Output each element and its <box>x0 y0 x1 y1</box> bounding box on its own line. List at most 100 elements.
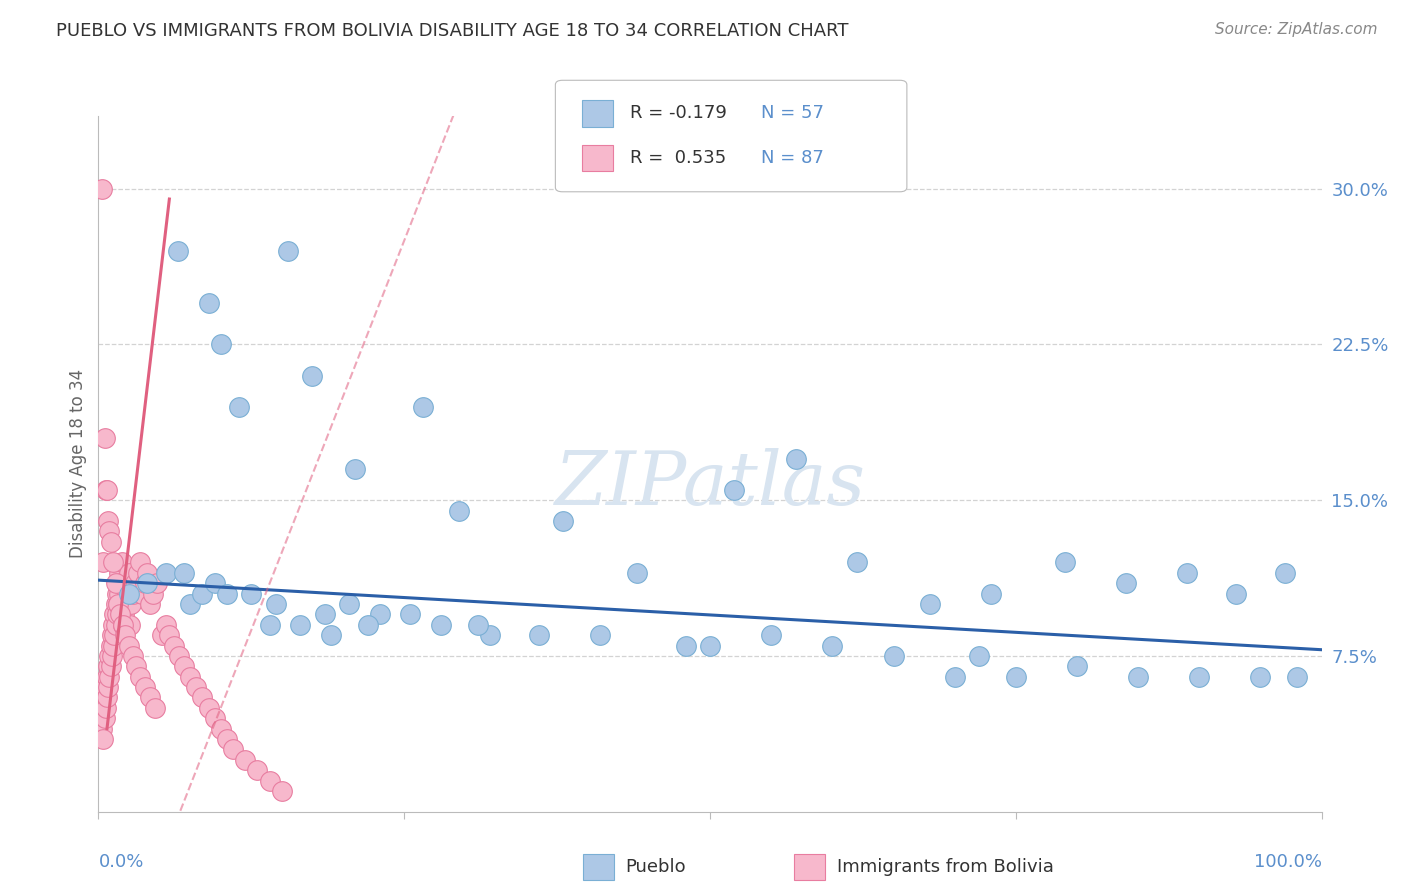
Text: 0.0%: 0.0% <box>98 854 143 871</box>
Point <box>97 514 120 528</box>
Point <box>121 587 143 601</box>
Point <box>98 648 121 663</box>
Point <box>108 587 131 601</box>
Point <box>157 628 180 642</box>
Point <box>127 566 149 580</box>
Point <box>197 701 219 715</box>
Point <box>111 556 134 570</box>
Point <box>101 648 124 663</box>
Point <box>167 244 190 258</box>
Point <box>101 628 124 642</box>
Point <box>97 680 120 694</box>
Point <box>98 670 121 684</box>
Point <box>139 690 162 705</box>
Point <box>215 732 238 747</box>
Point <box>270 784 294 798</box>
Point <box>1053 556 1076 570</box>
Point <box>120 597 142 611</box>
Point <box>103 607 125 622</box>
Point <box>785 451 807 466</box>
Point <box>980 587 1002 601</box>
Point <box>204 576 226 591</box>
Point <box>150 628 173 642</box>
Text: Immigrants from Bolivia: Immigrants from Bolivia <box>837 858 1053 876</box>
Point <box>124 576 146 591</box>
Point <box>155 566 177 580</box>
Point <box>100 534 122 549</box>
Point <box>264 597 287 611</box>
Point <box>319 628 342 642</box>
Point <box>142 587 165 601</box>
Text: PUEBLO VS IMMIGRANTS FROM BOLIVIA DISABILITY AGE 18 TO 34 CORRELATION CHART: PUEBLO VS IMMIGRANTS FROM BOLIVIA DISABI… <box>56 22 849 40</box>
Point <box>110 576 132 591</box>
Y-axis label: Disability Age 18 to 34: Disability Age 18 to 34 <box>69 369 87 558</box>
Point <box>134 576 156 591</box>
Point <box>110 607 132 622</box>
Point <box>103 628 125 642</box>
Point <box>215 587 238 601</box>
Point <box>146 576 169 591</box>
Point <box>1188 670 1211 684</box>
Point <box>101 617 124 632</box>
Point <box>412 400 434 414</box>
Point <box>101 639 124 653</box>
Point <box>94 483 117 497</box>
Point <box>131 587 153 601</box>
Point <box>467 617 489 632</box>
Point <box>98 524 121 539</box>
Point <box>186 680 208 694</box>
Point <box>136 566 159 580</box>
Point <box>277 244 299 258</box>
Point <box>356 617 378 632</box>
Point <box>301 368 323 383</box>
Point <box>191 587 214 601</box>
Point <box>100 639 122 653</box>
Point <box>139 597 162 611</box>
Point <box>1115 576 1137 591</box>
Point <box>1286 670 1309 684</box>
Point <box>290 617 312 632</box>
Point <box>449 503 471 517</box>
Point <box>118 566 141 580</box>
Point <box>204 711 226 725</box>
Point <box>699 639 721 653</box>
Point <box>114 597 136 611</box>
Point <box>246 763 269 777</box>
Point <box>120 617 142 632</box>
Point <box>626 566 648 580</box>
Point <box>91 181 114 195</box>
Point <box>675 639 697 653</box>
Point <box>222 742 245 756</box>
Point <box>118 639 141 653</box>
Point <box>117 576 139 591</box>
Point <box>920 597 942 611</box>
Point <box>344 462 367 476</box>
Point <box>943 670 966 684</box>
Point <box>1225 587 1247 601</box>
Text: Pueblo: Pueblo <box>626 858 686 876</box>
Point <box>233 753 256 767</box>
Text: Source: ZipAtlas.com: Source: ZipAtlas.com <box>1215 22 1378 37</box>
Point <box>240 587 263 601</box>
Point <box>337 597 360 611</box>
Point <box>101 556 124 570</box>
Point <box>167 648 190 663</box>
Point <box>111 617 134 632</box>
Text: N = 57: N = 57 <box>761 104 824 122</box>
Point <box>967 648 990 663</box>
Point <box>209 722 232 736</box>
Point <box>97 659 120 673</box>
Point <box>111 617 134 632</box>
Point <box>115 587 138 601</box>
Point <box>100 659 122 673</box>
Point <box>821 639 844 653</box>
Text: R = -0.179: R = -0.179 <box>630 104 727 122</box>
Point <box>107 597 129 611</box>
Point <box>589 628 612 642</box>
Point <box>1249 670 1271 684</box>
Point <box>114 628 136 642</box>
Point <box>478 628 501 642</box>
Text: ZIPatlas: ZIPatlas <box>554 449 866 521</box>
Point <box>96 690 118 705</box>
Point <box>129 670 152 684</box>
